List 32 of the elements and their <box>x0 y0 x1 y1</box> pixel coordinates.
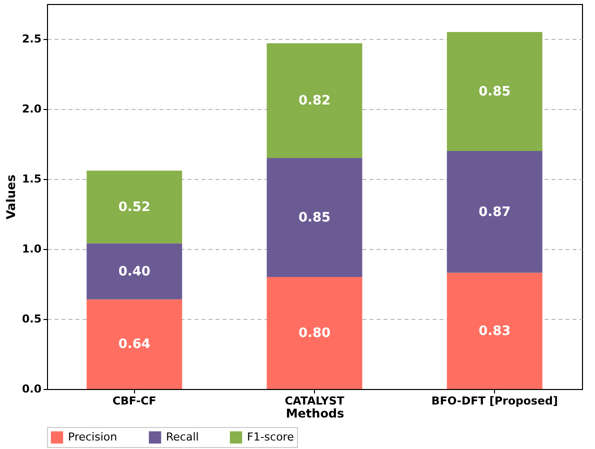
data-label: 0.82 <box>298 94 331 109</box>
data-label: 0.52 <box>118 200 150 215</box>
y-tick-label: 1.0 <box>22 242 42 256</box>
bar <box>266 277 362 389</box>
x-tick-label: BFO-DFT [Proposed] <box>431 394 558 408</box>
bar <box>446 32 542 151</box>
bar <box>266 158 362 277</box>
y-tick-label: 0.0 <box>22 382 42 396</box>
y-axis-title: Values <box>4 174 18 220</box>
x-tick-label: CATALYST <box>284 394 345 408</box>
bar <box>86 170 182 244</box>
bar <box>86 243 182 300</box>
bar <box>266 43 362 158</box>
data-label: 0.83 <box>478 324 511 339</box>
legend-label: F1-score <box>247 430 294 444</box>
y-tick-label: 2.0 <box>22 102 42 116</box>
bar <box>446 272 542 389</box>
y-tick-label: 0.5 <box>22 312 42 326</box>
legend-label: Precision <box>68 430 118 444</box>
legend-label: Recall <box>166 430 199 444</box>
data-label: 0.80 <box>298 326 331 341</box>
bar <box>86 299 182 389</box>
y-tick-label: 2.5 <box>22 32 42 46</box>
data-label: 0.85 <box>478 84 511 100</box>
data-label: 0.64 <box>118 337 150 352</box>
bar <box>446 151 542 273</box>
data-label: 0.87 <box>478 204 511 220</box>
data-label: 0.40 <box>118 264 150 280</box>
x-axis-title: Methods <box>286 406 344 420</box>
x-tick-label: CBF-CF <box>112 394 156 408</box>
data-label: 0.85 <box>298 210 331 226</box>
y-tick-label: 1.5 <box>22 172 42 186</box>
